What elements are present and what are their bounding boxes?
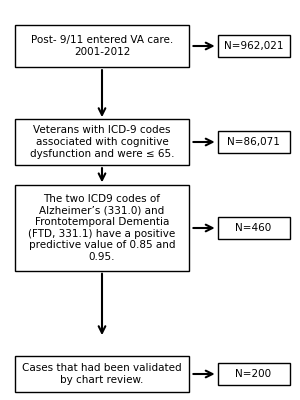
FancyBboxPatch shape bbox=[15, 185, 189, 271]
FancyBboxPatch shape bbox=[15, 119, 189, 165]
FancyBboxPatch shape bbox=[218, 217, 290, 239]
Text: N=962,021: N=962,021 bbox=[224, 41, 283, 51]
FancyBboxPatch shape bbox=[15, 25, 189, 67]
FancyBboxPatch shape bbox=[218, 35, 290, 57]
Text: Post- 9/11 entered VA care.
2001-2012: Post- 9/11 entered VA care. 2001-2012 bbox=[31, 35, 173, 57]
Text: N=200: N=200 bbox=[236, 369, 272, 379]
FancyBboxPatch shape bbox=[218, 363, 290, 385]
Text: Veterans with ICD-9 codes
associated with cognitive
dysfunction and were ≤ 65.: Veterans with ICD-9 codes associated wit… bbox=[30, 125, 174, 158]
FancyBboxPatch shape bbox=[15, 356, 189, 392]
Text: Cases that had been validated
by chart review.: Cases that had been validated by chart r… bbox=[22, 363, 182, 385]
Text: N=86,071: N=86,071 bbox=[227, 137, 280, 147]
Text: The two ICD9 codes of
Alzheimer’s (331.0) and
Frontotemporal Dementia
(FTD, 331.: The two ICD9 codes of Alzheimer’s (331.0… bbox=[28, 194, 176, 262]
FancyBboxPatch shape bbox=[218, 131, 290, 153]
Text: N=460: N=460 bbox=[236, 223, 272, 233]
